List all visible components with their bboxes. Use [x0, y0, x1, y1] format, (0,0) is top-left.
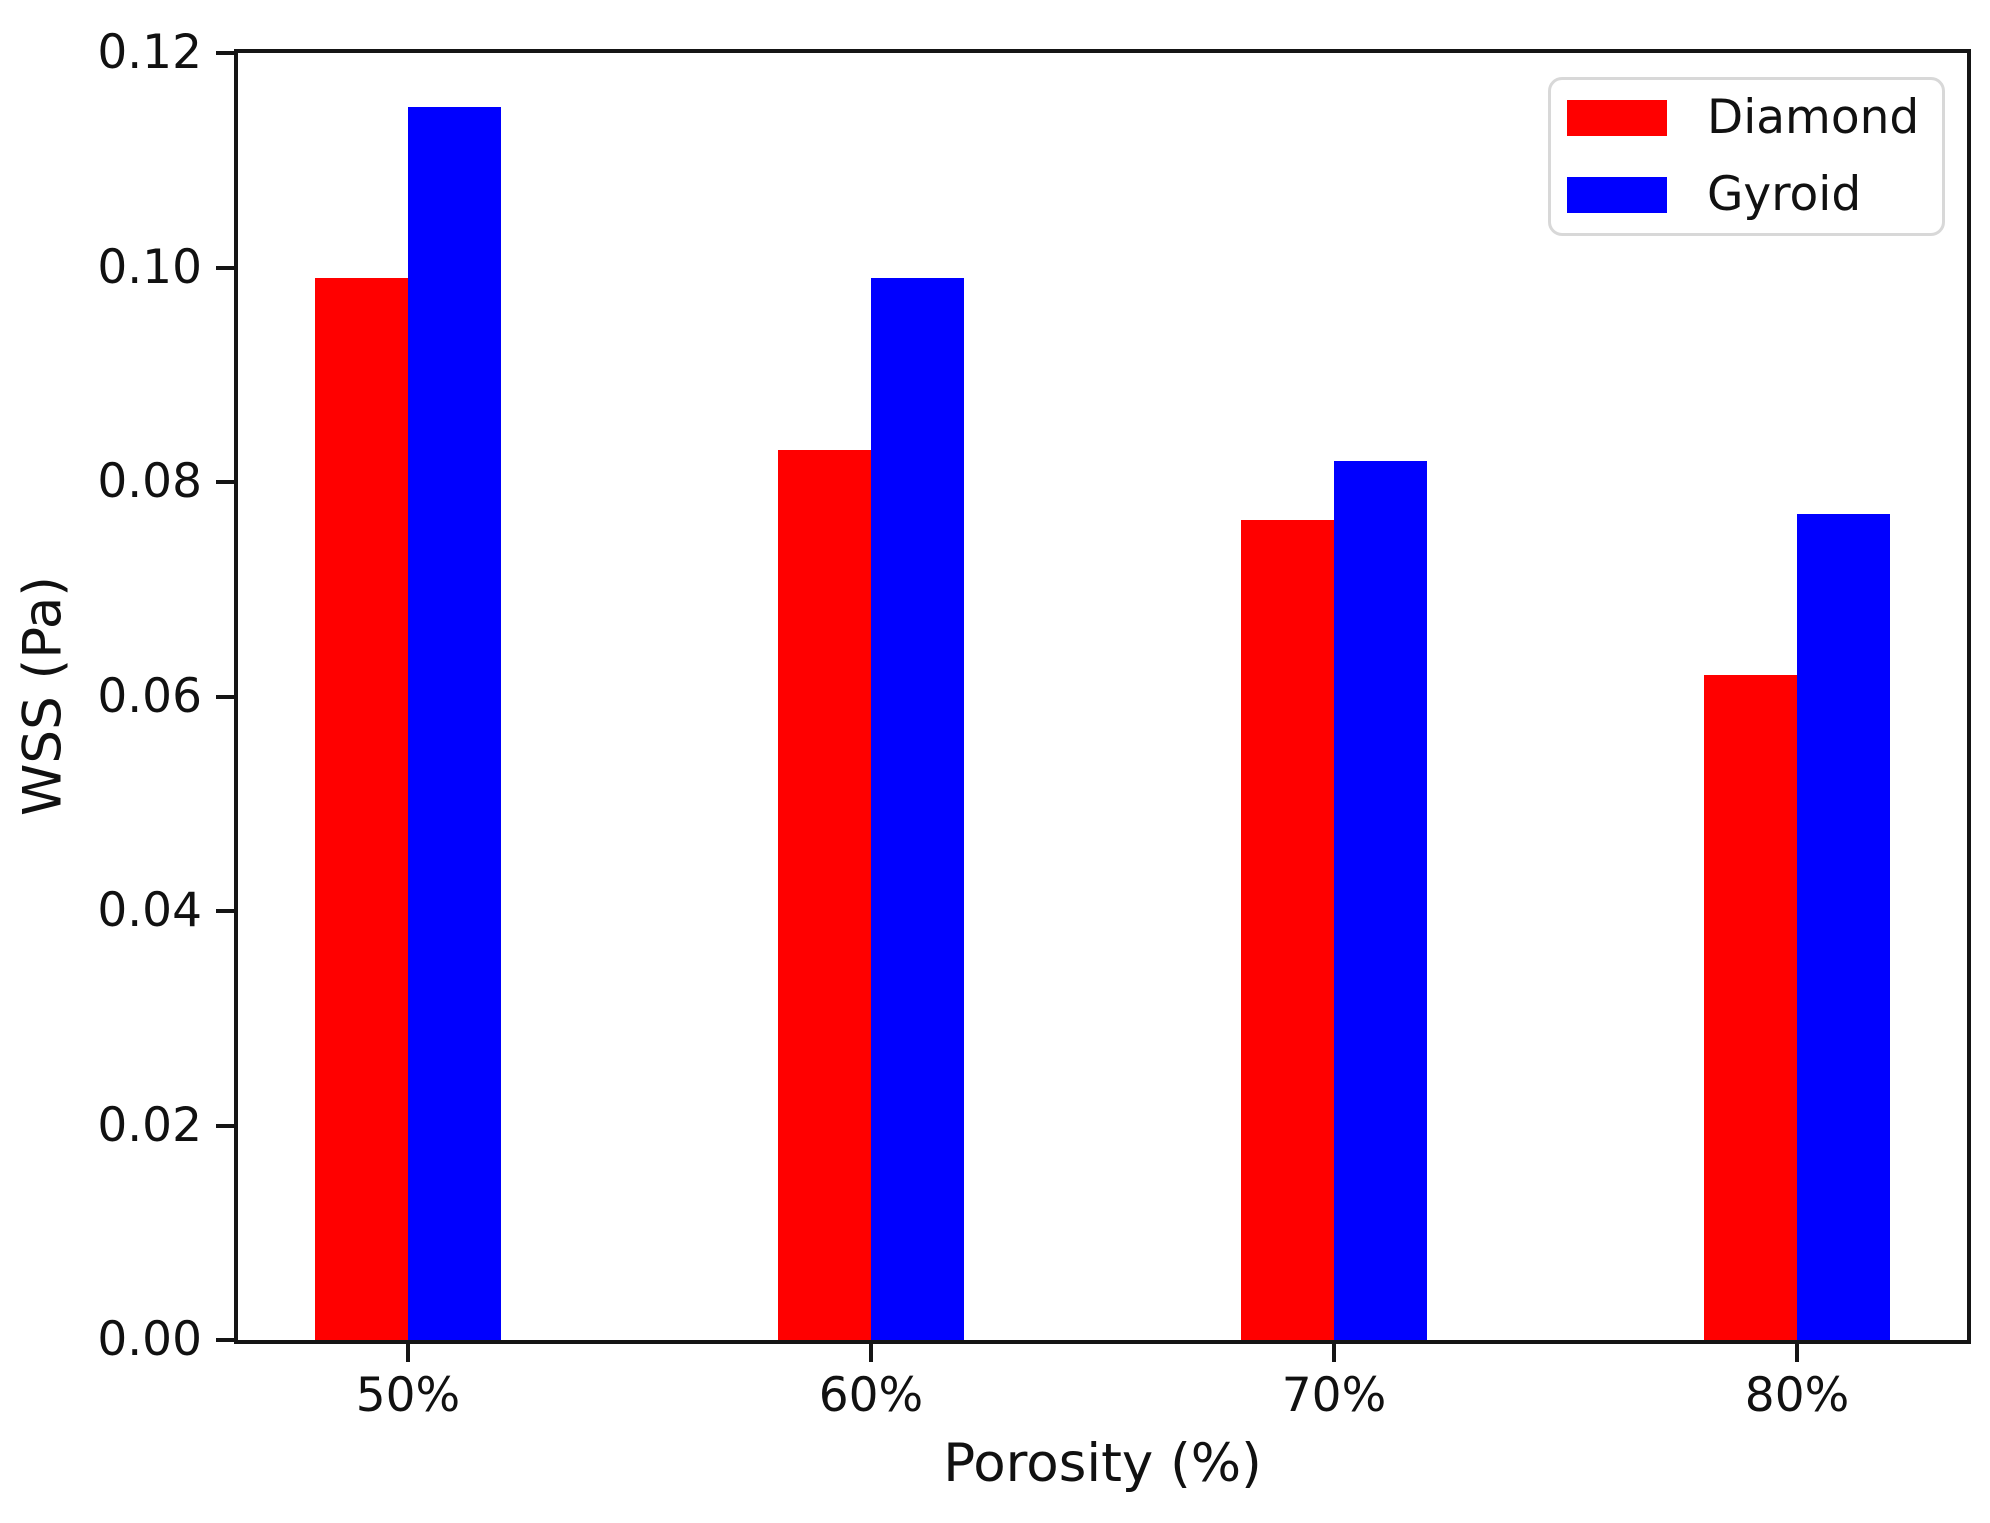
bar-gyroid-50% [407, 106, 501, 1340]
legend-row-diamond: Diamond [1567, 92, 1926, 144]
x-axis-label: Porosity (%) [943, 1433, 1262, 1494]
bar-diamond-80% [1704, 675, 1798, 1340]
y-tick-mark [216, 1123, 234, 1128]
x-tick-label: 60% [818, 1368, 924, 1423]
legend-label-gyroid: Gyroid [1707, 167, 1862, 222]
legend-row-gyroid: Gyroid [1567, 169, 1926, 221]
x-tick-mark [1795, 1344, 1800, 1362]
y-tick-label: 0.02 [97, 1097, 202, 1153]
y-tick-mark [216, 480, 234, 484]
bar-gyroid-60% [870, 278, 964, 1340]
y-tick-label: 0.06 [97, 668, 202, 724]
x-tick-label: 70% [1281, 1368, 1387, 1423]
x-tick-label: 80% [1744, 1368, 1850, 1423]
y-tick-mark [216, 265, 234, 270]
y-tick-mark [216, 1338, 234, 1342]
y-tick-label: 0.04 [97, 883, 202, 938]
y-tick-label: 0.08 [97, 454, 202, 509]
y-tick-label: 0.10 [97, 239, 202, 295]
y-tick-mark [216, 909, 234, 913]
y-tick-mark [216, 694, 234, 699]
legend-swatch-diamond [1567, 100, 1667, 136]
x-tick-mark [1332, 1344, 1336, 1362]
y-tick-label: 0.00 [97, 1312, 202, 1367]
legend-swatch-gyroid [1567, 177, 1667, 213]
bar-gyroid-80% [1797, 514, 1891, 1340]
y-tick-label: 0.12 [97, 25, 202, 80]
bar-diamond-50% [314, 278, 408, 1340]
x-tick-label: 50% [355, 1368, 461, 1423]
legend-label-diamond: Diamond [1707, 90, 1920, 145]
bar-gyroid-70% [1334, 460, 1427, 1340]
bar-diamond-60% [777, 449, 871, 1340]
legend: Diamond Gyroid [1548, 77, 1945, 236]
x-tick-mark [405, 1344, 410, 1362]
x-tick-mark [868, 1344, 873, 1362]
bar-diamond-70% [1241, 519, 1334, 1340]
y-tick-mark [216, 51, 234, 55]
